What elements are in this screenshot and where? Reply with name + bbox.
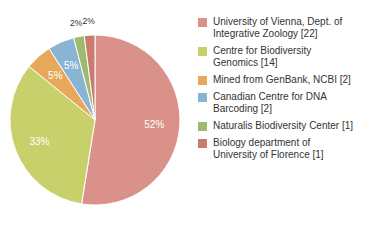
html-text:Canadian Centre for DNA Barcod: Canadian Centre for DNA Barcoding [2] — [213, 91, 327, 114]
svg-text:52%: 52% — [144, 119, 164, 130]
html-text:Centre for Biodiversity Genomi: Centre for Biodiversity Genomics [14] — [213, 45, 312, 68]
svg-text:33%: 33% — [29, 136, 49, 147]
html-text:University of Vienna, Dept. of: University of Vienna, Dept. of Integrati… — [213, 16, 343, 39]
html-text:Mined from GenBank, NCBI [2]: Mined from GenBank, NCBI [2] — [213, 74, 351, 85]
svg-text:2%: 2% — [83, 16, 96, 26]
svg-text:2%: 2% — [70, 18, 83, 28]
html-text:Biology department of Universi: Biology department of University of Flor… — [213, 137, 324, 160]
svg-text:5%: 5% — [64, 60, 79, 71]
html-text:Naturalis Biodiversity Center: Naturalis Biodiversity Center [1] — [213, 120, 354, 131]
svg-text:5%: 5% — [48, 70, 63, 81]
